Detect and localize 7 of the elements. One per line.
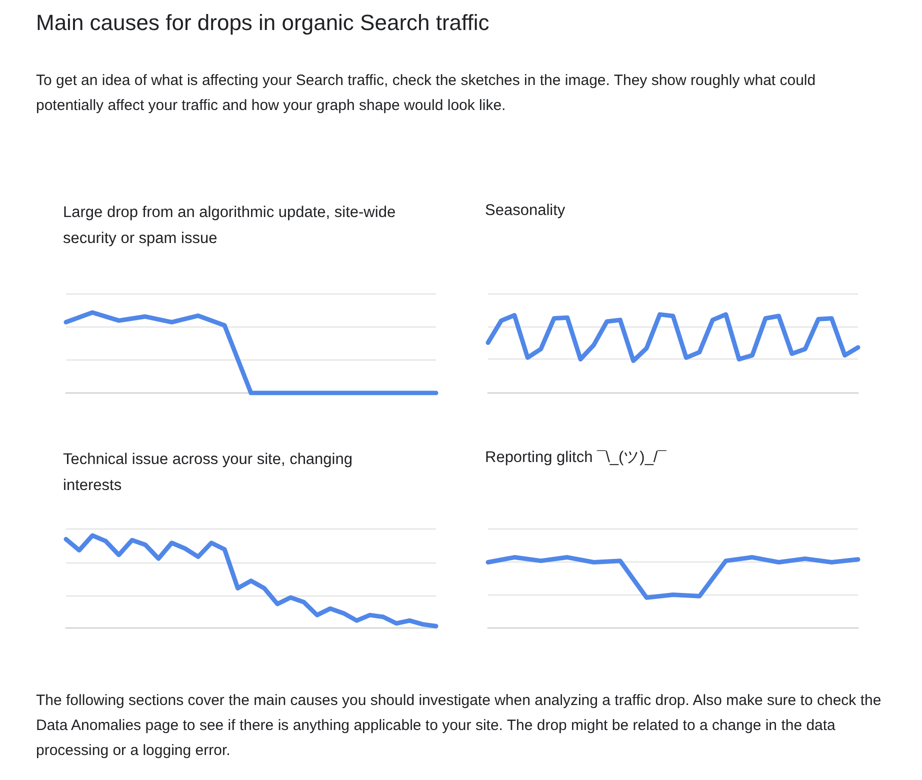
text: Main causes for drops in organic Search traffic xyxy=(36,10,490,36)
chart-title: Reporting glitch ¯\_(ツ)_/¯ xyxy=(485,448,668,468)
text: To get an idea of what is affecting your Search traffic, check the sketches in the image. They show roughly what could potentially affect your traffic and how your graph shape would look like. xyxy=(36,71,817,116)
chart-title: Technical issue across your site, changing interests xyxy=(63,450,354,496)
text: The following sections cover the main causes you should investigate when analyzing a traffic drop. Also make sure to check the Data Anomalies page to see if there is anything applicable to your site. The drop might be related to a change in the data processing or a logging error. xyxy=(36,691,882,761)
chart-title: Seasonality xyxy=(485,201,566,221)
chart-title: Large drop from an algorithmic update, site-wide security or spam issue xyxy=(63,203,397,249)
